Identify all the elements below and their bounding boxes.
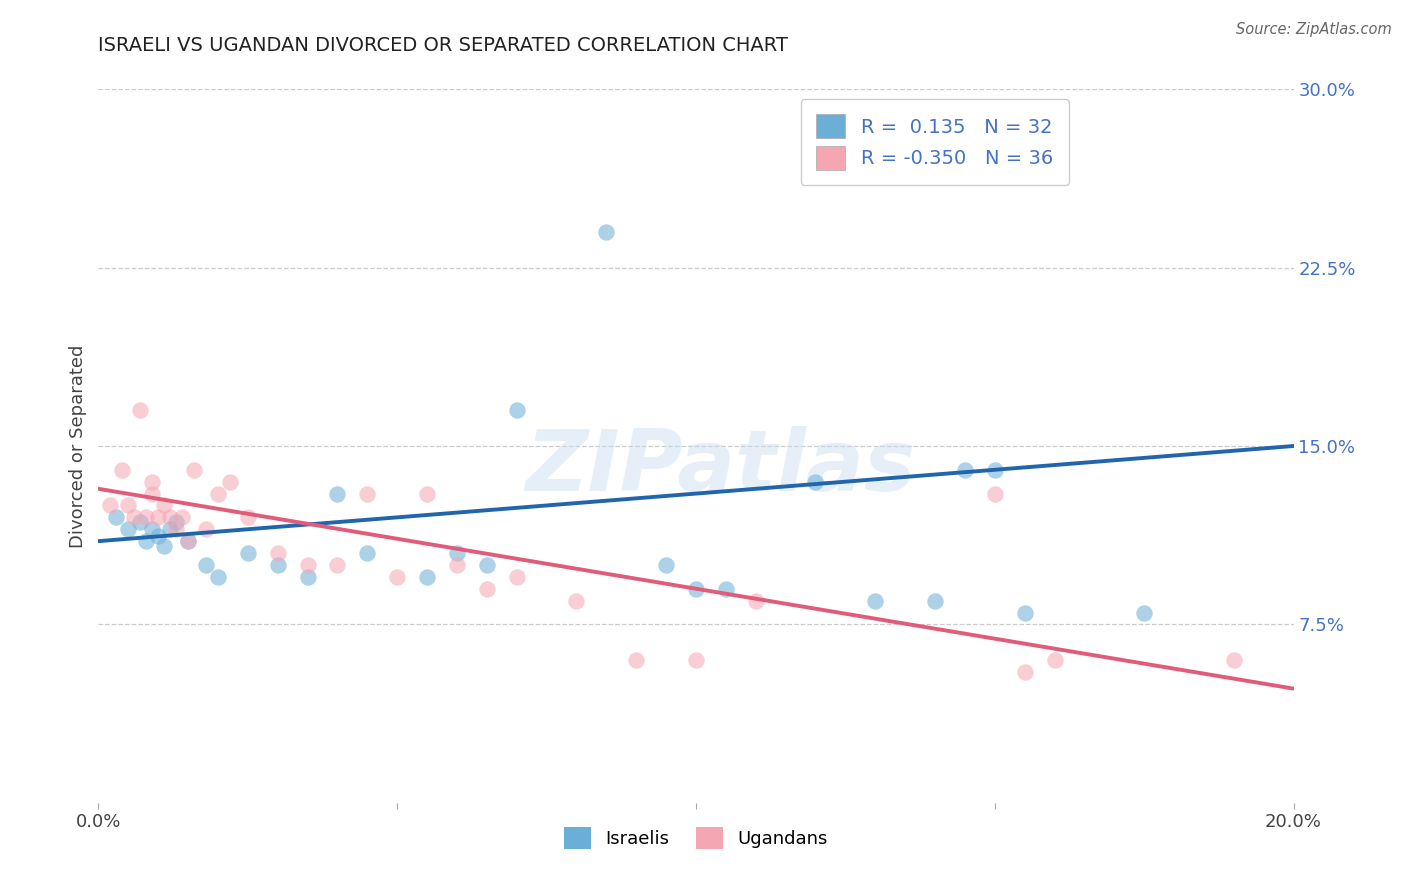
Point <box>416 486 439 500</box>
Point <box>195 558 218 572</box>
Point <box>506 570 529 584</box>
Point <box>745 593 768 607</box>
Point <box>129 515 152 529</box>
Point <box>207 570 229 584</box>
Point <box>297 570 319 584</box>
Point <box>565 593 588 607</box>
Point <box>626 653 648 667</box>
Point <box>111 463 134 477</box>
Text: Source: ZipAtlas.com: Source: ZipAtlas.com <box>1236 22 1392 37</box>
Point <box>148 529 170 543</box>
Point <box>148 510 170 524</box>
Point <box>117 522 139 536</box>
Point <box>153 539 176 553</box>
Point <box>326 486 349 500</box>
Point <box>984 486 1007 500</box>
Point <box>714 582 737 596</box>
Point <box>356 486 378 500</box>
Point <box>98 499 122 513</box>
Point <box>655 558 678 572</box>
Point <box>177 534 200 549</box>
Point <box>267 558 290 572</box>
Point <box>446 546 468 560</box>
Point <box>356 546 378 560</box>
Point <box>804 475 827 489</box>
Point <box>135 534 157 549</box>
Point <box>177 534 200 549</box>
Point <box>236 546 259 560</box>
Text: ZIPatlas: ZIPatlas <box>524 425 915 509</box>
Point <box>124 510 146 524</box>
Point <box>153 499 176 513</box>
Point <box>595 225 617 239</box>
Point <box>953 463 976 477</box>
Point <box>105 510 128 524</box>
Point <box>1223 653 1246 667</box>
Point <box>207 486 229 500</box>
Point <box>984 463 1007 477</box>
Point <box>924 593 946 607</box>
Point <box>159 510 181 524</box>
Point <box>1043 653 1066 667</box>
Point <box>506 403 529 417</box>
Point <box>326 558 349 572</box>
Text: ISRAELI VS UGANDAN DIVORCED OR SEPARATED CORRELATION CHART: ISRAELI VS UGANDAN DIVORCED OR SEPARATED… <box>98 36 789 54</box>
Point <box>172 510 194 524</box>
Point <box>219 475 242 489</box>
Point <box>141 475 163 489</box>
Point <box>117 499 139 513</box>
Point <box>297 558 319 572</box>
Point <box>475 558 498 572</box>
Point <box>1014 606 1036 620</box>
Point <box>267 546 290 560</box>
Point <box>183 463 205 477</box>
Point <box>1133 606 1156 620</box>
Point <box>165 522 187 536</box>
Point <box>141 522 163 536</box>
Point <box>446 558 468 572</box>
Point <box>685 582 707 596</box>
Y-axis label: Divorced or Separated: Divorced or Separated <box>69 344 87 548</box>
Point <box>865 593 887 607</box>
Point <box>475 582 498 596</box>
Point <box>159 522 181 536</box>
Point <box>141 486 163 500</box>
Point <box>685 653 707 667</box>
Point <box>1014 665 1036 679</box>
Point <box>236 510 259 524</box>
Point <box>129 403 152 417</box>
Point <box>416 570 439 584</box>
Legend: Israelis, Ugandans: Israelis, Ugandans <box>555 818 837 858</box>
Point <box>135 510 157 524</box>
Point <box>195 522 218 536</box>
Point <box>385 570 409 584</box>
Point <box>165 515 187 529</box>
